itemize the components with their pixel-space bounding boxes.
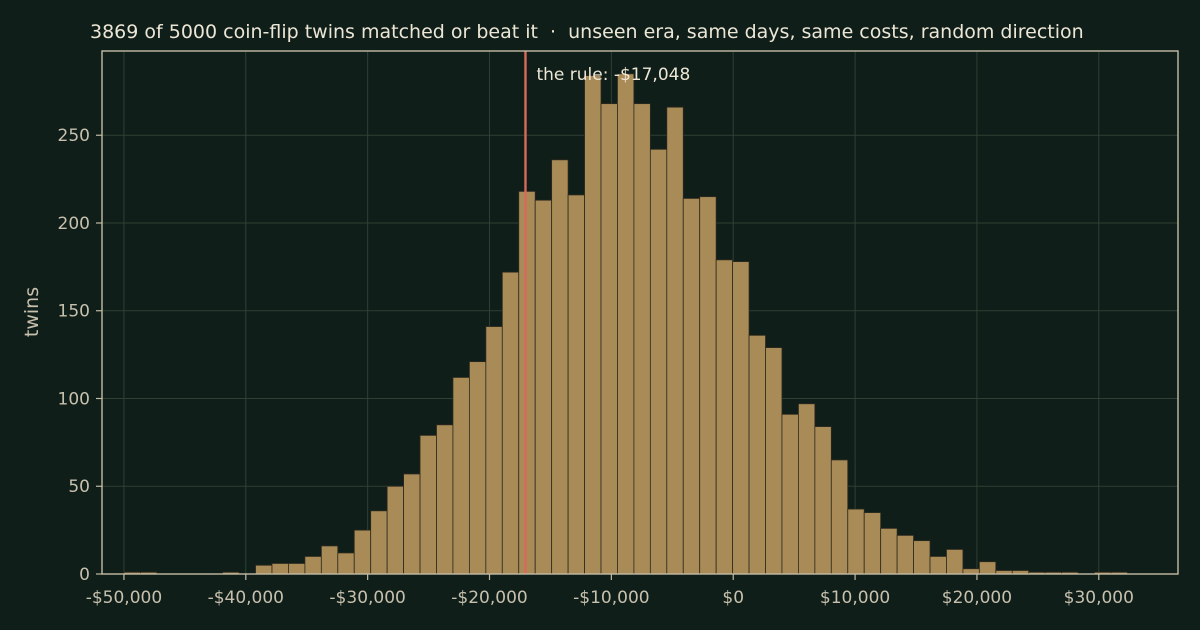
histogram-bar [830,459,849,575]
y-tick-label: 100 [58,389,90,409]
y-tick-label: 150 [58,302,90,322]
x-tick-label: -$20,000 [451,588,527,608]
histogram-bar [320,545,339,575]
histogram-bar [584,75,602,575]
histogram-bar [896,534,914,575]
histogram-bar [748,334,766,575]
y-tick-label: 50 [68,477,90,497]
histogram-bar [880,527,898,575]
histogram-bar [781,413,799,575]
histogram-bar [847,508,865,575]
histogram-bar [617,73,635,575]
histogram-bar [353,529,372,575]
x-tick-label: $10,000 [820,588,890,608]
histogram-bar [452,377,470,575]
y-axis-label: twins [21,287,43,337]
histogram-bar [978,561,997,575]
histogram-bars [123,73,1128,575]
histogram-bar [436,424,454,575]
histogram-bar [929,556,947,575]
histogram-bar [501,271,520,575]
histogram-bar [863,512,882,575]
x-tick-label: -$50,000 [86,588,162,608]
x-tick-label: $0 [722,588,744,608]
histogram-bar [271,563,289,575]
y-tick-label: 200 [58,214,90,234]
reference-line-label: the rule: -$17,048 [536,65,690,85]
histogram-bar [649,148,668,575]
histogram-bar [485,326,503,575]
x-tick-label: -$30,000 [329,588,405,608]
x-tick-label: -$10,000 [573,588,649,608]
x-tick-label: -$40,000 [208,588,284,608]
histogram-bar [666,106,684,575]
histogram-bar [288,563,306,575]
histogram-bar [962,568,980,575]
histogram-bar [551,159,569,575]
histogram-bar [913,540,931,575]
y-tick-label: 250 [58,126,90,146]
histogram-bar [798,403,816,575]
histogram-bar [567,194,585,575]
histogram-bar [946,549,964,575]
histogram-bar [255,564,273,575]
histogram-bar [534,199,553,575]
histogram-bar [518,191,536,575]
histogram-bar [337,552,355,575]
histogram-bar [715,259,734,575]
histogram-bar [403,473,421,575]
histogram-bar [633,103,651,575]
histogram-bar [419,434,437,575]
x-tick-label: $30,000 [1064,588,1134,608]
histogram-bar [600,103,618,575]
histogram-bar [370,510,388,575]
x-axis-ticks: -$50,000 -$40,000 -$30,000 -$20,000 -$10,000… [86,574,1134,608]
histogram-bar [386,485,404,575]
histogram-bar [468,361,487,575]
plot-frame [101,50,1179,575]
chart-title: 3869 of 5000 coin-flip twins matched or … [90,21,1084,43]
y-axis-ticks: 0 50 100 150 200 250 [58,126,102,585]
histogram-bar [682,198,701,575]
x-tick-label: $20,000 [942,588,1012,608]
histogram-bar [304,556,322,575]
histogram-bar [765,347,783,575]
histogram-bar [814,426,832,575]
histogram-bar [732,261,750,575]
histogram-bar [699,196,717,575]
y-tick-label: 0 [79,565,90,585]
